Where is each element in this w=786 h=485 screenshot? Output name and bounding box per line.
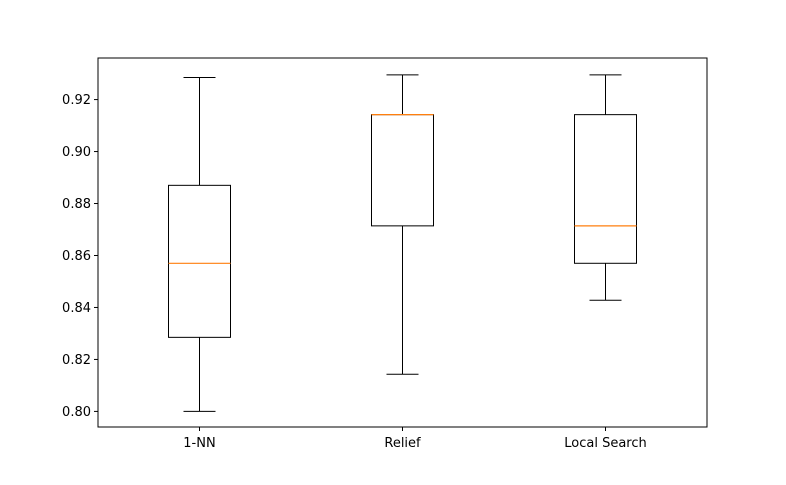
- x-tick-label: Local Search: [564, 436, 647, 451]
- y-tick-label: 0.90: [62, 145, 91, 160]
- y-tick-label: 0.82: [62, 353, 91, 368]
- y-tick-label: 0.86: [62, 249, 91, 264]
- y-tick-label: 0.80: [62, 405, 91, 420]
- box-iqr: [168, 184, 231, 338]
- box-iqr: [371, 114, 434, 227]
- y-tick-label: 0.84: [62, 301, 91, 316]
- y-tick-label: 0.92: [62, 93, 91, 108]
- x-tick-label: 1-NN: [183, 436, 215, 451]
- y-tick-label: 0.88: [62, 197, 91, 212]
- x-tick-label: Relief: [384, 436, 421, 451]
- box-iqr: [574, 114, 637, 264]
